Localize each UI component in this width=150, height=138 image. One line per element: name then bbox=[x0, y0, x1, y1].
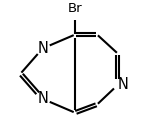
Text: N: N bbox=[118, 77, 129, 92]
Text: Br: Br bbox=[68, 2, 82, 15]
Text: N: N bbox=[37, 41, 48, 56]
Text: N: N bbox=[37, 91, 48, 106]
